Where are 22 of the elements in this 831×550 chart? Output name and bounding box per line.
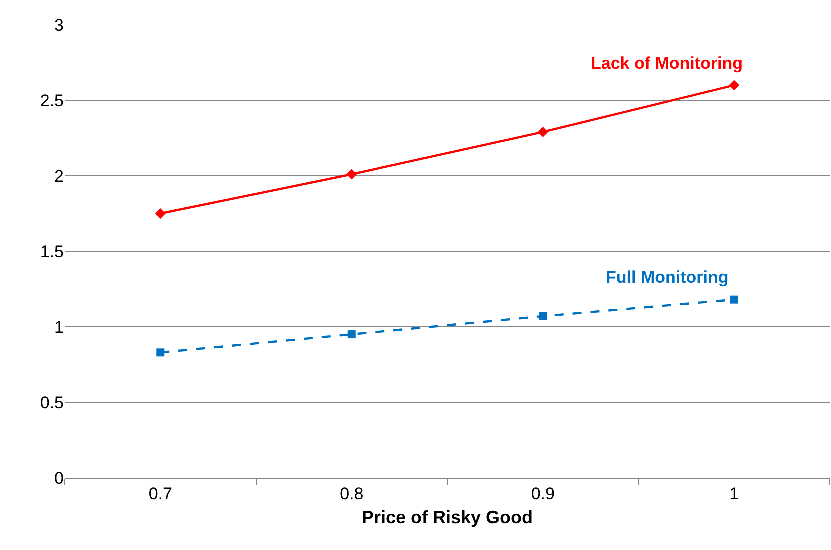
series-label: Lack of Monitoring — [591, 54, 744, 73]
point — [156, 348, 165, 357]
point — [348, 330, 356, 339]
point — [730, 296, 738, 304]
point — [346, 169, 358, 180]
x-tick-label: 0.7 — [148, 484, 172, 504]
y-tick-label: 2 — [54, 166, 64, 186]
y-tick-label: 1 — [54, 318, 64, 337]
y-tick-label: 0.5 — [40, 393, 64, 412]
y-tick-label: 2.5 — [40, 91, 64, 110]
point — [155, 208, 166, 219]
x-tick-label: 0.8 — [340, 484, 364, 504]
y-tick-label: 1.5 — [40, 242, 64, 262]
x-tick-label: 0.9 — [531, 484, 555, 504]
x-tick-label: 1 — [730, 484, 740, 504]
point — [538, 127, 548, 138]
y-tick-label: 0 — [54, 468, 64, 488]
y-tick-label: 3 — [54, 16, 64, 35]
point — [539, 312, 548, 320]
series-label: Full Monitoring — [606, 268, 729, 287]
point — [729, 80, 740, 91]
x-axis-title: Price of Risky Good — [362, 508, 534, 528]
